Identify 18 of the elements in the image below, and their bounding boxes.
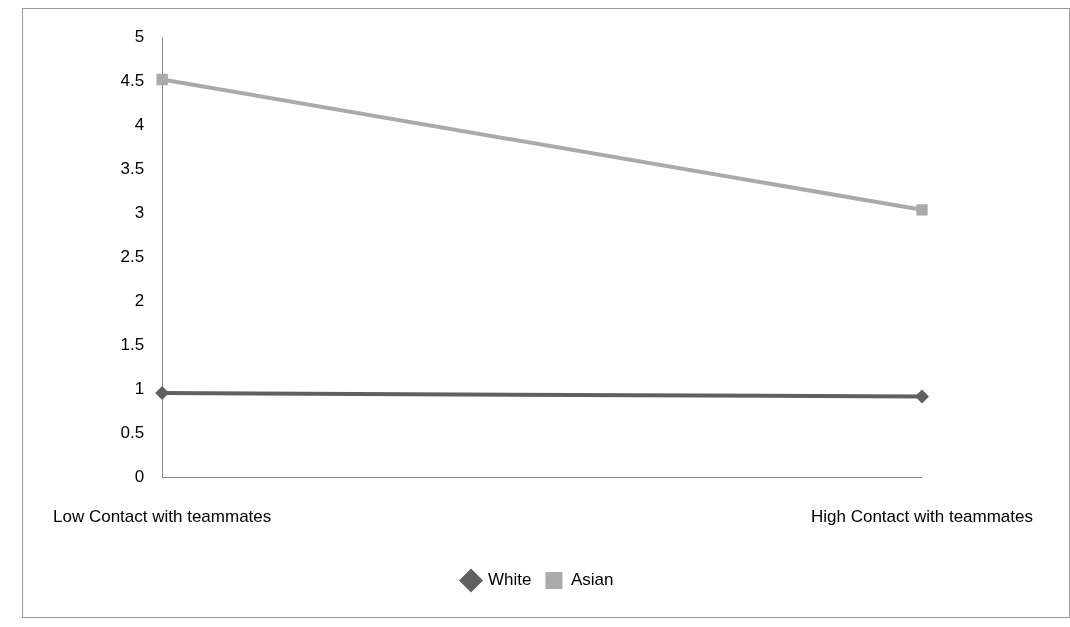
y-tick-label: 2.5: [120, 247, 145, 267]
y-tick-label: 2: [134, 291, 145, 311]
y-tick-label: 4: [134, 114, 145, 134]
y-tick-label: 0.5: [120, 423, 145, 443]
point: [156, 73, 168, 86]
point: [916, 204, 928, 216]
y-tick-label: 4.5: [120, 70, 145, 90]
x-tick-label: High Contact with teammates: [810, 507, 1033, 527]
y-tick-label: 1.5: [120, 335, 145, 355]
legend-label: Asian: [570, 570, 614, 590]
y-tick-label: 3.5: [120, 159, 145, 179]
y-tick-label: 1: [134, 379, 145, 399]
y-tick-label: 5: [134, 26, 145, 46]
point: [914, 389, 929, 404]
y-tick-label: 3: [134, 203, 145, 223]
legend-label: White: [488, 570, 532, 590]
x-tick-label: Low Contact with teammates: [53, 507, 272, 527]
y-tick-label: 0: [134, 467, 145, 487]
